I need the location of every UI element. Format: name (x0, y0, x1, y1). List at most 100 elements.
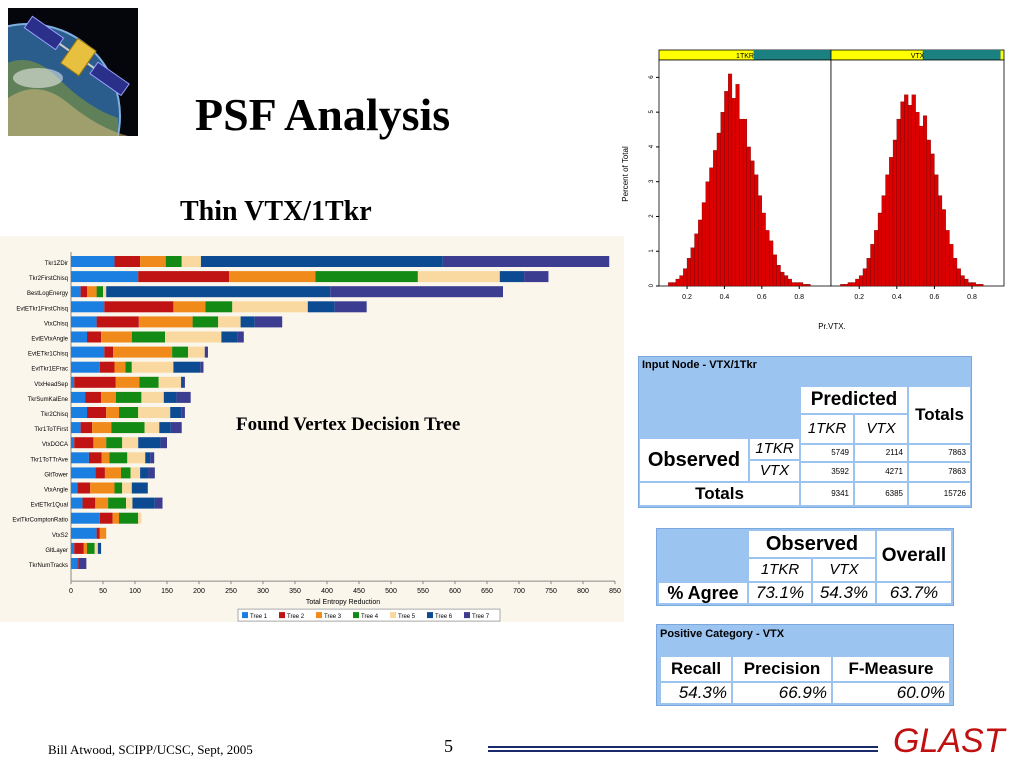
tree-bar-segment (71, 422, 81, 434)
tree-bar-segment (71, 542, 75, 554)
histogram-bar (960, 275, 965, 287)
tree-bar-segment (229, 271, 316, 283)
tree-bar-segment (183, 376, 185, 388)
total-1tkr: 9341 (801, 483, 853, 505)
tree-bar-segment (87, 286, 97, 298)
histogram-bar (953, 258, 958, 287)
tree-bar-segment (71, 361, 100, 373)
histogram-bar (975, 284, 980, 287)
tree-bar-segment (176, 391, 191, 403)
tree-x-tick-label: 250 (225, 588, 237, 595)
tree-bar-segment (170, 422, 182, 434)
tree-bar-segment (95, 497, 109, 509)
tree-bar-segment (442, 256, 610, 267)
tree-legend-swatch (390, 612, 396, 619)
tree-category-label: VtxDOCA (42, 442, 68, 448)
tree-bar-segment (181, 407, 185, 418)
tree-bar-segment (96, 527, 100, 539)
histogram-bar (750, 160, 755, 287)
pr-vtx-histogram: 1TKR 0.2 0.4 0.6 0.8 VTX 0.2 0.4 0.6 0.8 0 1 2 3 4 5 6 Pe… (616, 44, 1012, 344)
histogram-bar (772, 254, 777, 287)
histogram-bar (694, 233, 699, 287)
histogram-bar (904, 94, 909, 287)
histogram-bar (934, 174, 939, 287)
tree-bar-segment (115, 376, 140, 388)
tree-bar-segment (254, 316, 283, 328)
histogram-bar (776, 264, 781, 287)
histogram-bar (855, 278, 860, 287)
histogram-bar (671, 282, 676, 287)
tree-bar-segment (115, 391, 142, 403)
tree-legend-label: Tree 5 (398, 614, 416, 620)
tree-bar-segment (307, 301, 335, 313)
histogram-bar (915, 112, 920, 287)
tree-bar-segment (122, 437, 139, 449)
tree-bar-segment (114, 482, 123, 494)
tree-bar-segment (127, 452, 146, 464)
histogram-bar (698, 219, 703, 287)
histogram-bar (690, 247, 695, 287)
agree-col-vtx: VTX (813, 559, 875, 581)
tree-legend-label: Tree 7 (472, 614, 490, 620)
tree-bar-segment (106, 407, 119, 418)
histogram-bar (765, 230, 770, 287)
tree-bar-segment (83, 542, 87, 554)
total-vtx: 6385 (855, 483, 907, 505)
tree-bar-segment (145, 452, 151, 464)
slide-subtitle: Thin VTX/1Tkr (180, 196, 372, 227)
tree-bar-segment (87, 542, 95, 554)
histogram-bar (686, 258, 691, 287)
histogram-bar (769, 240, 774, 287)
tree-bar-segment (125, 361, 132, 373)
histogram-bar (683, 268, 688, 287)
tree-bar-segment (71, 497, 83, 509)
tree-bar-segment (499, 271, 525, 283)
histogram-bar (720, 112, 725, 287)
predicted-header: Predicted (801, 387, 907, 413)
histogram-bar (802, 284, 807, 287)
hist-x-tick-label: 0.4 (892, 294, 902, 301)
f-measure-header: F-Measure (833, 657, 949, 681)
tree-legend-label: Tree 1 (250, 614, 268, 620)
histogram-bar (761, 212, 766, 287)
hist-x-axis-label: Pr.VTX. (818, 322, 846, 331)
histogram-bar (847, 282, 852, 287)
totals-row-header: Totals (640, 483, 799, 505)
histogram-bar (971, 282, 976, 287)
tree-bar-segment (159, 422, 171, 434)
tree-bar-segment (113, 346, 173, 358)
tree-bar-segment (87, 331, 102, 343)
tree-x-tick-label: 550 (417, 588, 429, 595)
tree-category-label: VtxS2 (52, 533, 69, 539)
tree-bar-segment (71, 346, 105, 358)
agree-row-label: % Agree (659, 583, 747, 603)
histogram-bar (844, 284, 849, 287)
row-header-vtx: VTX (750, 461, 799, 481)
hist-x-tick-label: 0.6 (757, 294, 767, 301)
tree-bar-segment (94, 542, 98, 554)
recall-header: Recall (661, 657, 731, 681)
histogram-bar (938, 195, 943, 287)
histogram-bar (724, 91, 729, 287)
hist-x-tick-label: 0.4 (720, 294, 730, 301)
tree-bar-segment (108, 497, 127, 509)
histogram-bar (889, 157, 894, 287)
tree-bar-segment (104, 467, 121, 479)
tree-bar-segment (120, 467, 131, 479)
hist-y-axis-label: Percent of Total (621, 146, 630, 202)
tree-bar-segment (71, 256, 115, 267)
histogram-bar (949, 244, 954, 287)
tree-bar-segment (204, 346, 208, 358)
agree-vtx-value: 54.3% (813, 583, 875, 603)
tree-bar-segment (99, 527, 107, 539)
histogram-bar (787, 278, 792, 287)
hist-y-tick-label: 0 (649, 283, 655, 287)
hist-x-tick-label: 0.8 (794, 294, 804, 301)
tree-bar-segment (101, 391, 116, 403)
tree-bar-segment (88, 452, 102, 464)
histogram-bar (757, 195, 762, 287)
histogram-bar (784, 275, 789, 287)
confusion-table-title: Input Node - VTX/1Tkr (642, 359, 757, 371)
histogram-bar (877, 212, 882, 287)
tree-bar-segment (104, 301, 174, 313)
